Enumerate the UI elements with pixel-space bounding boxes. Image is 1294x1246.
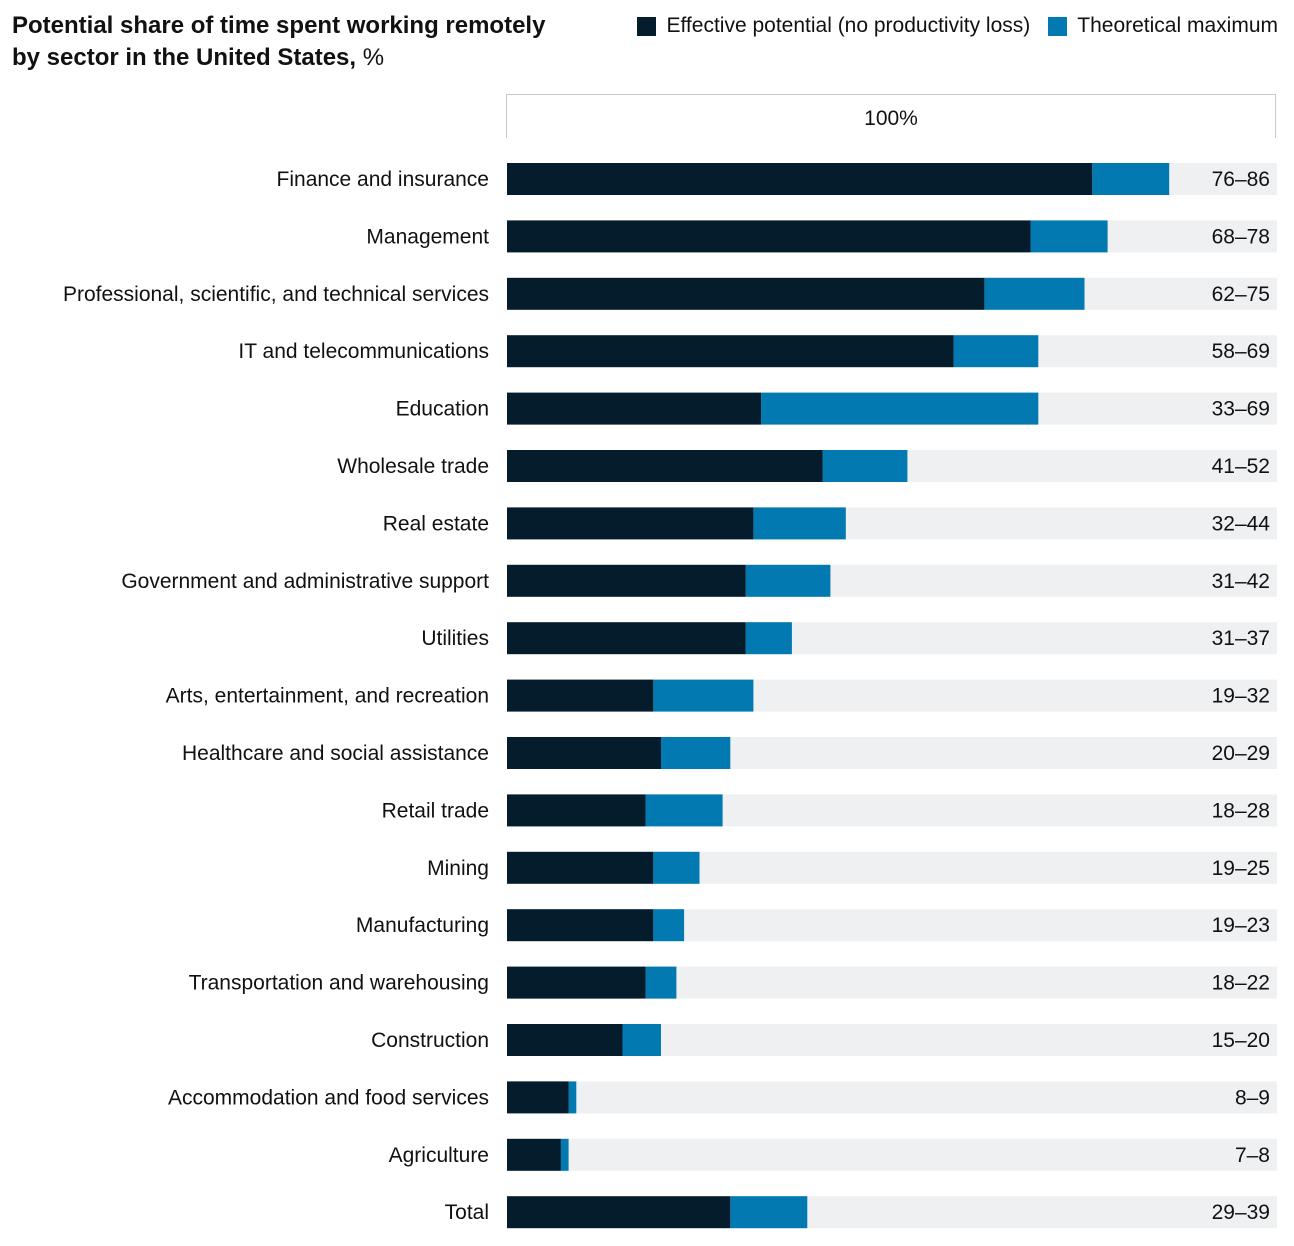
bar-effective-potential <box>507 450 823 482</box>
range-label: 76–86 <box>1212 168 1270 191</box>
bar-theoretical-maximum <box>661 737 731 769</box>
bar-effective-potential <box>507 163 1093 195</box>
scale-label: 100% <box>864 107 918 130</box>
category-label: Agriculture <box>389 1144 489 1167</box>
category-label: Government and administrative support <box>121 570 489 593</box>
category-label: Transportation and warehousing <box>189 972 489 995</box>
range-label: 68–78 <box>1212 225 1270 248</box>
bar-effective-potential <box>507 851 654 884</box>
range-label: 29–39 <box>1212 1201 1270 1224</box>
chart-title-text: Potential share of time spent working re… <box>12 12 546 71</box>
bar-theoretical-maximum <box>953 335 1039 368</box>
legend-item-theoretical: Theoretical maximum <box>1048 14 1278 38</box>
range-label: 19–25 <box>1212 857 1270 880</box>
bar-theoretical-maximum <box>1092 163 1170 195</box>
range-label: 33–69 <box>1212 398 1270 421</box>
bar-effective-potential <box>507 1081 569 1114</box>
range-label: 7–8 <box>1235 1144 1270 1167</box>
category-label: Finance and insurance <box>277 168 489 191</box>
bar-theoretical-maximum <box>753 507 846 540</box>
scale-bracket: 100% <box>506 94 1276 138</box>
bar-theoretical-maximum <box>730 1196 808 1229</box>
bar-theoretical-maximum <box>645 966 677 999</box>
legend-swatch-effective <box>637 16 657 36</box>
chart-title-unit: % <box>362 44 385 71</box>
range-label: 58–69 <box>1212 340 1270 363</box>
category-label: Mining <box>427 857 489 880</box>
range-label: 31–42 <box>1212 570 1270 593</box>
bar-theoretical-maximum <box>984 277 1085 310</box>
bar-theoretical-maximum <box>622 1024 661 1056</box>
category-label: Retail trade <box>382 799 489 822</box>
bar-effective-potential <box>507 966 646 999</box>
legend: Effective potential (no productivity los… <box>637 14 1278 38</box>
bar-effective-potential <box>507 392 762 425</box>
category-label: Real estate <box>383 512 489 535</box>
bar-theoretical-maximum <box>653 909 685 942</box>
bar-background <box>507 1138 1277 1171</box>
bar-effective-potential <box>507 277 985 310</box>
bar-effective-potential <box>507 909 654 942</box>
range-label: 8–9 <box>1235 1086 1270 1109</box>
range-label: 41–52 <box>1212 455 1270 478</box>
bar-effective-potential <box>507 220 1031 253</box>
bar-theoretical-maximum <box>745 564 831 597</box>
bar-effective-potential <box>507 1024 623 1056</box>
legend-label-effective: Effective potential (no productivity los… <box>666 14 1031 37</box>
category-label: Total <box>445 1201 489 1224</box>
bar-effective-potential <box>507 794 646 827</box>
bar-effective-potential <box>507 335 954 368</box>
category-label: Management <box>366 225 489 248</box>
bar-effective-potential <box>507 564 746 597</box>
bar-effective-potential <box>507 1138 561 1171</box>
category-label: Manufacturing <box>356 914 489 937</box>
range-label: 20–29 <box>1212 742 1270 765</box>
category-label: Professional, scientific, and technical … <box>63 283 489 306</box>
range-label: 32–44 <box>1212 512 1271 535</box>
bar-theoretical-maximum <box>653 679 754 712</box>
bar-effective-potential <box>507 737 661 769</box>
bar-theoretical-maximum <box>745 622 792 655</box>
range-label: 18–22 <box>1212 972 1270 995</box>
bar-effective-potential <box>507 507 754 540</box>
range-label: 62–75 <box>1212 283 1270 306</box>
range-label: 31–37 <box>1212 627 1270 650</box>
category-label: Healthcare and social assistance <box>182 742 489 765</box>
bar-theoretical-maximum <box>560 1138 569 1171</box>
bar-effective-potential <box>507 622 746 655</box>
legend-swatch-theoretical <box>1048 16 1068 36</box>
range-label: 18–28 <box>1212 799 1270 822</box>
bar-theoretical-maximum <box>653 851 700 884</box>
category-label: Wholesale trade <box>337 455 489 478</box>
bar-background <box>507 1081 1277 1114</box>
range-label: 19–32 <box>1212 685 1270 708</box>
category-label: Arts, entertainment, and recreation <box>166 685 489 708</box>
bar-theoretical-maximum <box>568 1081 577 1114</box>
category-label: IT and telecommunications <box>238 340 489 363</box>
category-label: Utilities <box>421 627 489 650</box>
bar-effective-potential <box>507 1196 731 1229</box>
chart-title: Potential share of time spent working re… <box>12 10 572 74</box>
bar-theoretical-maximum <box>645 794 723 827</box>
category-label: Construction <box>371 1029 489 1052</box>
bar-effective-potential <box>507 679 654 712</box>
legend-label-theoretical: Theoretical maximum <box>1077 14 1278 37</box>
bar-theoretical-maximum <box>1030 220 1108 253</box>
legend-item-effective: Effective potential (no productivity los… <box>637 14 1030 38</box>
range-label: 19–23 <box>1212 914 1270 937</box>
category-label: Education <box>396 398 489 421</box>
bar-theoretical-maximum <box>822 450 908 482</box>
bar-theoretical-maximum <box>761 392 1039 425</box>
category-label: Accommodation and food services <box>168 1086 489 1109</box>
range-label: 15–20 <box>1212 1029 1270 1052</box>
